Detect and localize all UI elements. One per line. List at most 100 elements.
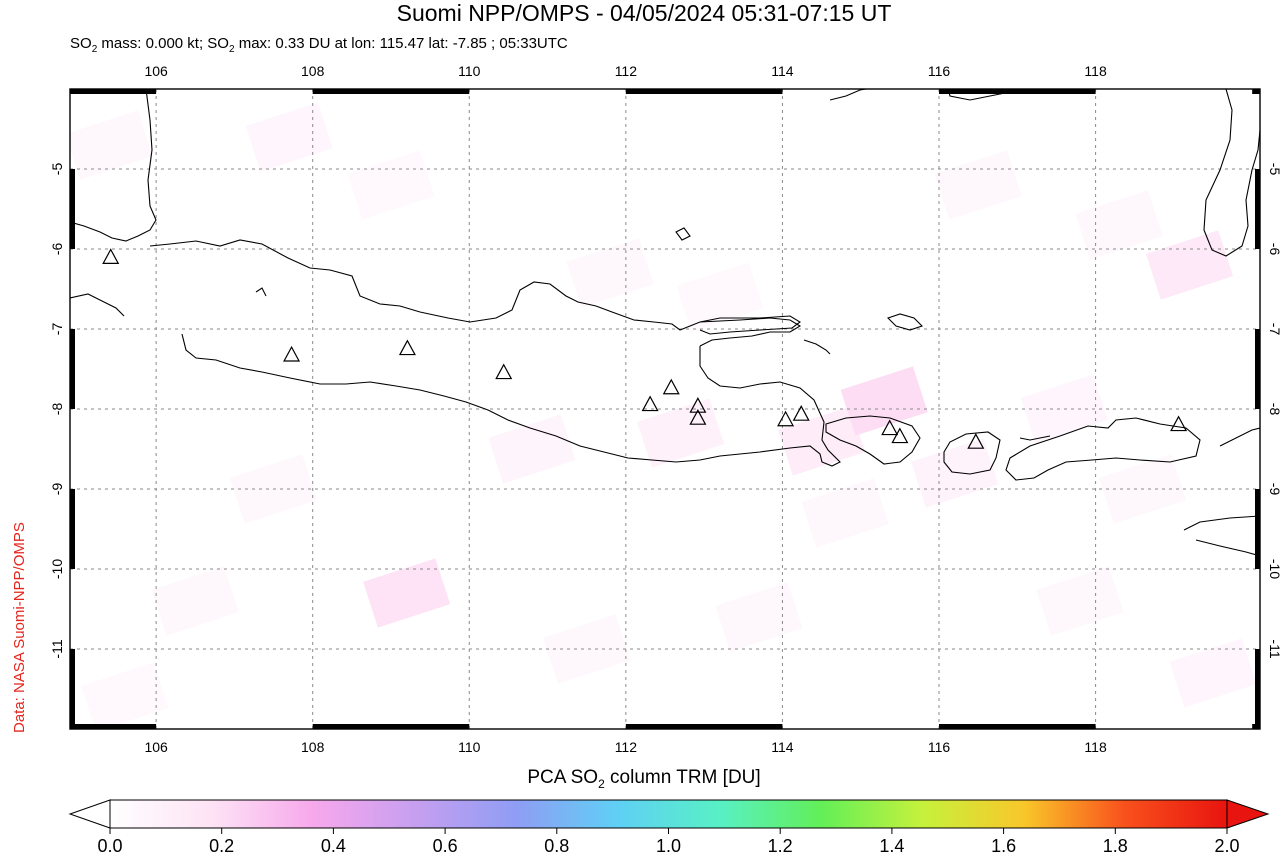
coastline-java-south — [181, 333, 841, 467]
frame-bar-top — [312, 89, 470, 94]
coastline-sumbawa — [1005, 417, 1201, 481]
so2-pixel — [81, 662, 169, 729]
frame-bar-left — [70, 329, 75, 409]
colorbar-tick-label: 1.8 — [1103, 836, 1128, 855]
lon-tick-label-top: 112 — [615, 63, 638, 79]
so2-pixel — [245, 102, 333, 172]
so2-pixel — [1169, 638, 1257, 708]
so2-pixel-layer — [70, 102, 1257, 729]
colorbar-ticks: 0.0 0.2 0.4 0.6 0.8 1.0 1.2 1.4 1.6 1.8 2.0 — [97, 828, 1240, 855]
triangle-icon — [283, 345, 301, 362]
lat-tick-label-right: -7 — [1267, 323, 1283, 336]
coastline-madura — [699, 315, 801, 335]
colorbar-tick-label: 2.0 — [1214, 836, 1239, 855]
so2-pixel — [543, 614, 631, 684]
triangle-icon — [495, 363, 513, 380]
lat-tick-label-left: -5 — [49, 163, 65, 176]
lon-tick-label-bottom: 118 — [1084, 739, 1107, 755]
colorbar-title: PCA SO2 column TRM [DU] — [0, 767, 1288, 795]
triangle-icon — [792, 405, 810, 421]
so2-pixel — [637, 398, 725, 468]
coastline-sumatra-south — [70, 293, 125, 317]
coastline-sumba — [1183, 515, 1260, 531]
triangle-icon — [1170, 415, 1188, 432]
colorbar-over-arrow — [1226, 799, 1270, 829]
frame-bar-top — [939, 89, 1096, 94]
lon-tick-label-bottom: 114 — [771, 739, 794, 755]
lat-tick-label-left: -7 — [49, 323, 65, 336]
colorbar-tick-label: 0.8 — [544, 836, 569, 855]
colorbar-tick-label: 1.0 — [656, 836, 681, 855]
page-title: Suomi NPP/OMPS - 04/05/2024 05:31-07:15 … — [396, 0, 892, 26]
coastline-flores — [1219, 427, 1260, 447]
triangle-icon — [967, 433, 985, 449]
frame-bar-right — [1255, 489, 1260, 569]
colorbar-tick-label: 0.4 — [321, 836, 346, 855]
coastline-java-north — [149, 239, 802, 347]
colorbar-tick-label: 0.0 — [97, 836, 122, 855]
so2-pixel — [151, 566, 239, 636]
lon-tick-label-bottom: 108 — [301, 739, 325, 755]
colorbar: 0.0 0.2 0.4 0.6 0.8 1.0 1.2 1.4 1.6 1.8 2.0 — [68, 799, 1270, 855]
lon-tick-label-bottom: 112 — [615, 739, 638, 755]
triangle-icon — [102, 248, 120, 264]
lon-tick-label-top: 108 — [301, 63, 325, 79]
lat-tick-label-right: -10 — [1267, 559, 1283, 579]
frame-bar-right — [1255, 649, 1260, 729]
summary-part-2: mass: 0.000 kt; SO — [97, 35, 229, 52]
frame-bar-top — [70, 89, 157, 94]
lon-tick-label-bottom: 116 — [928, 739, 951, 755]
so2-pixel — [1036, 566, 1124, 636]
coastline-bawean — [886, 313, 924, 331]
coastline-kangean — [803, 339, 831, 355]
coastline-komodo — [1019, 435, 1051, 441]
triangle-icon — [398, 339, 416, 356]
so2-pixel — [488, 414, 576, 484]
map-area — [69, 88, 1261, 730]
lat-tick-label-right: -6 — [1267, 243, 1283, 256]
so2-pixel — [715, 582, 803, 652]
colorbar-tick-label: 1.6 — [991, 836, 1016, 855]
axis-tick-labels: 106 106 108 108 110 110 112 112 114 114 116 116 118 1… — [49, 63, 1283, 755]
so2-pixel — [801, 478, 889, 548]
summary-part-3: max: 0.33 DU at lon: 115.47 lat: -7.85 ;… — [234, 35, 568, 52]
so2-pixel — [934, 150, 1022, 220]
colorbar-gradient — [109, 799, 1228, 829]
map-gridlines — [70, 89, 1260, 729]
so2-pixel — [676, 262, 764, 332]
frame-bar-left — [70, 649, 75, 729]
lon-tick-label-top: 114 — [771, 63, 794, 79]
coastline-sumba-south — [1195, 539, 1260, 557]
coastline-sumatra — [70, 89, 157, 242]
lon-tick-label-bottom: 110 — [458, 739, 481, 755]
coastline-seribu — [255, 287, 267, 297]
triangle-icon — [891, 427, 909, 444]
lat-tick-label-right: -5 — [1267, 163, 1283, 176]
colorbar-title-part-2: column TRM [DU] — [604, 767, 761, 788]
so2-pixel — [778, 406, 866, 476]
colorbar-title-part-1: PCA SO — [527, 767, 599, 788]
triangle-icon — [777, 410, 795, 427]
lon-tick-label-top: 106 — [144, 63, 168, 79]
colorbar-under-arrow — [68, 799, 111, 829]
lat-tick-label-left: -6 — [49, 243, 65, 256]
colorbar-tick-label: 1.2 — [768, 836, 793, 855]
colorbar-tick-label: 0.2 — [209, 836, 234, 855]
frame-bar-bottom — [312, 724, 470, 729]
frame-bar-right — [1255, 329, 1260, 409]
lon-tick-label-bottom: 106 — [144, 739, 168, 755]
coastline-karimunjawa — [675, 227, 691, 241]
map-frame-graduation — [70, 89, 1260, 729]
lat-tick-label-right: -9 — [1267, 483, 1283, 496]
summary-sub-1: 2 — [91, 44, 98, 55]
frame-bar-left — [70, 489, 75, 569]
triangle-icon — [662, 378, 680, 395]
frame-bar-top — [625, 89, 783, 94]
frame-bar-right — [1255, 169, 1260, 249]
coastline-sulawesi — [1203, 89, 1260, 257]
lat-tick-label-right: -8 — [1267, 403, 1283, 416]
coastline-bali — [825, 415, 921, 465]
triangle-icon — [881, 419, 899, 436]
triangle-icon — [689, 409, 707, 425]
